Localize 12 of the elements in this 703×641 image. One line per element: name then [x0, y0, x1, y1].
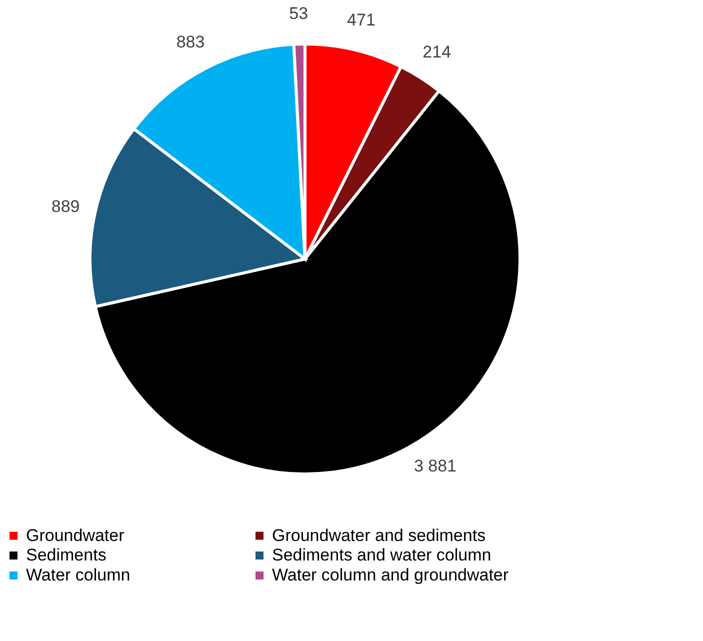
- data-label: 889: [51, 197, 80, 216]
- data-label: 471: [347, 10, 376, 30]
- data-label: 3 881: [414, 456, 456, 476]
- legend-label: Groundwater: [26, 526, 125, 545]
- legend-label: Sediments and water column: [272, 546, 492, 564]
- data-label: 53: [289, 4, 308, 24]
- data-label: 214: [422, 42, 452, 62]
- data-label: 883: [176, 32, 205, 52]
- legend-label: Water column: [26, 566, 130, 584]
- legend-label: Groundwater and sediments: [272, 526, 486, 545]
- legend-label: Sediments: [26, 546, 106, 564]
- legend-label: Water column and groundwater: [272, 566, 509, 584]
